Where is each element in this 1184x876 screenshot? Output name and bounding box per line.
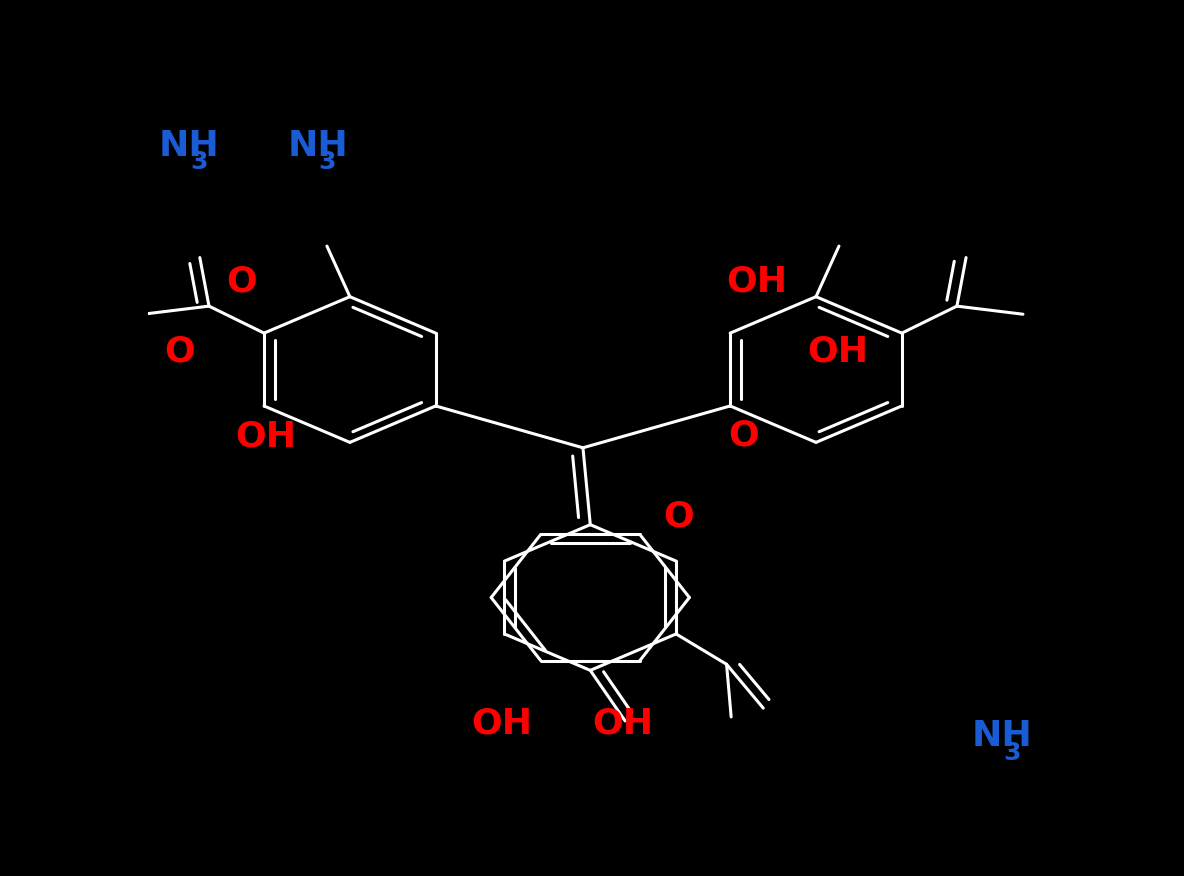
Text: NH: NH	[288, 129, 348, 163]
Text: NH: NH	[159, 129, 220, 163]
Text: OH: OH	[726, 265, 787, 299]
Text: O: O	[664, 499, 695, 533]
Text: NH: NH	[972, 719, 1032, 752]
Text: OH: OH	[471, 707, 532, 740]
Text: 3: 3	[1003, 741, 1021, 765]
Text: OH: OH	[592, 707, 654, 740]
Text: OH: OH	[806, 335, 868, 368]
Text: 3: 3	[191, 151, 207, 174]
Text: O: O	[226, 265, 257, 299]
Text: O: O	[728, 419, 759, 453]
Text: 3: 3	[318, 151, 336, 174]
Text: O: O	[165, 335, 195, 368]
Text: OH: OH	[236, 420, 296, 454]
